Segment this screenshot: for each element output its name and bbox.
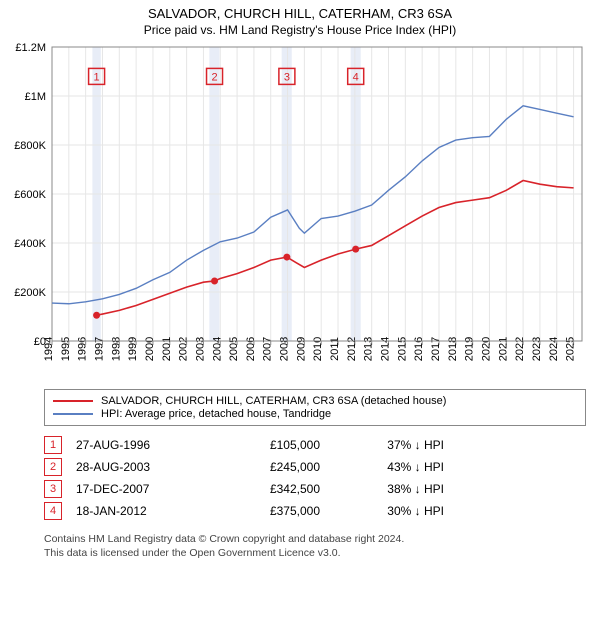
row-marker: 1 bbox=[44, 436, 62, 454]
x-axis-label: 2010 bbox=[312, 337, 324, 361]
x-axis-label: 2004 bbox=[211, 337, 223, 361]
marker-number: 2 bbox=[211, 71, 217, 83]
x-axis-label: 2002 bbox=[178, 337, 190, 361]
x-axis-label: 2013 bbox=[363, 337, 375, 361]
table-row: 2 28-AUG-2003 £245,000 43% ↓ HPI bbox=[44, 456, 586, 478]
y-axis-label: £600K bbox=[14, 189, 46, 201]
x-axis-label: 2020 bbox=[480, 337, 492, 361]
chart-svg: £0£200K£400K£600K£800K£1M£1.2M1994199519… bbox=[8, 41, 592, 381]
x-axis-label: 2017 bbox=[430, 337, 442, 361]
legend-item: SALVADOR, CHURCH HILL, CATERHAM, CR3 6SA… bbox=[53, 395, 577, 407]
y-axis-label: £400K bbox=[14, 238, 46, 250]
chart-area: £0£200K£400K£600K£800K£1M£1.2M1994199519… bbox=[8, 41, 592, 381]
x-axis-label: 1999 bbox=[127, 337, 139, 361]
marker-number: 4 bbox=[353, 71, 359, 83]
x-axis-label: 2021 bbox=[497, 337, 509, 361]
y-axis-label: £800K bbox=[14, 140, 46, 152]
marker-number: 3 bbox=[284, 71, 290, 83]
row-price: £375,000 bbox=[230, 504, 320, 518]
footer-line-1: Contains HM Land Registry data © Crown c… bbox=[44, 532, 586, 546]
x-axis-label: 2016 bbox=[413, 337, 425, 361]
row-marker: 2 bbox=[44, 458, 62, 476]
legend-item: HPI: Average price, detached house, Tand… bbox=[53, 408, 577, 420]
marker-dot-3 bbox=[283, 254, 290, 261]
row-date: 18-JAN-2012 bbox=[76, 504, 216, 518]
x-axis-label: 1997 bbox=[93, 337, 105, 361]
x-axis-label: 2024 bbox=[548, 337, 560, 361]
row-marker: 4 bbox=[44, 502, 62, 520]
legend-swatch bbox=[53, 413, 93, 415]
figure-root: SALVADOR, CHURCH HILL, CATERHAM, CR3 6SA… bbox=[0, 6, 600, 626]
x-axis-label: 2005 bbox=[228, 337, 240, 361]
x-axis-label: 2019 bbox=[464, 337, 476, 361]
table-row: 4 18-JAN-2012 £375,000 30% ↓ HPI bbox=[44, 500, 586, 522]
row-pct-vs-hpi: 37% ↓ HPI bbox=[334, 438, 444, 452]
y-axis-label: £200K bbox=[14, 287, 46, 299]
x-axis-label: 2001 bbox=[161, 337, 173, 361]
x-axis-label: 2023 bbox=[531, 337, 543, 361]
x-axis-label: 2000 bbox=[144, 337, 156, 361]
row-pct-vs-hpi: 38% ↓ HPI bbox=[334, 482, 444, 496]
legend-label: SALVADOR, CHURCH HILL, CATERHAM, CR3 6SA… bbox=[101, 395, 446, 407]
row-date: 27-AUG-1996 bbox=[76, 438, 216, 452]
row-pct-vs-hpi: 30% ↓ HPI bbox=[334, 504, 444, 518]
x-axis-label: 1995 bbox=[60, 337, 72, 361]
x-axis-label: 2022 bbox=[514, 337, 526, 361]
marker-dot-1 bbox=[93, 312, 100, 319]
row-price: £342,500 bbox=[230, 482, 320, 496]
footer-line-2: This data is licensed under the Open Gov… bbox=[44, 546, 586, 560]
row-date: 17-DEC-2007 bbox=[76, 482, 216, 496]
row-price: £105,000 bbox=[230, 438, 320, 452]
marker-number: 1 bbox=[94, 71, 100, 83]
transactions-table: 1 27-AUG-1996 £105,000 37% ↓ HPI 2 28-AUG-200… bbox=[44, 434, 586, 522]
marker-dot-2 bbox=[211, 277, 218, 284]
legend: SALVADOR, CHURCH HILL, CATERHAM, CR3 6SA… bbox=[44, 389, 586, 426]
marker-dot-4 bbox=[352, 246, 359, 253]
row-price: £245,000 bbox=[230, 460, 320, 474]
x-axis-label: 2025 bbox=[565, 337, 577, 361]
chart-title: SALVADOR, CHURCH HILL, CATERHAM, CR3 6SA bbox=[0, 6, 600, 21]
x-axis-label: 2009 bbox=[295, 337, 307, 361]
x-axis-label: 2018 bbox=[447, 337, 459, 361]
x-axis-label: 2006 bbox=[245, 337, 257, 361]
table-row: 1 27-AUG-1996 £105,000 37% ↓ HPI bbox=[44, 434, 586, 456]
x-axis-label: 2007 bbox=[262, 337, 274, 361]
x-axis-label: 1996 bbox=[77, 337, 89, 361]
x-axis-label: 2003 bbox=[194, 337, 206, 361]
x-axis-label: 2012 bbox=[346, 337, 358, 361]
row-marker: 3 bbox=[44, 480, 62, 498]
x-axis-label: 1994 bbox=[43, 337, 55, 361]
x-axis-label: 1998 bbox=[110, 337, 122, 361]
legend-label: HPI: Average price, detached house, Tand… bbox=[101, 408, 331, 420]
y-axis-label: £1M bbox=[25, 91, 46, 103]
x-axis-label: 2015 bbox=[396, 337, 408, 361]
x-axis-label: 2008 bbox=[279, 337, 291, 361]
attribution-footer: Contains HM Land Registry data © Crown c… bbox=[44, 532, 586, 560]
legend-swatch bbox=[53, 400, 93, 402]
row-pct-vs-hpi: 43% ↓ HPI bbox=[334, 460, 444, 474]
table-row: 3 17-DEC-2007 £342,500 38% ↓ HPI bbox=[44, 478, 586, 500]
chart-subtitle: Price paid vs. HM Land Registry's House … bbox=[0, 23, 600, 37]
y-axis-label: £1.2M bbox=[15, 42, 46, 54]
x-axis-label: 2014 bbox=[380, 337, 392, 361]
row-date: 28-AUG-2003 bbox=[76, 460, 216, 474]
